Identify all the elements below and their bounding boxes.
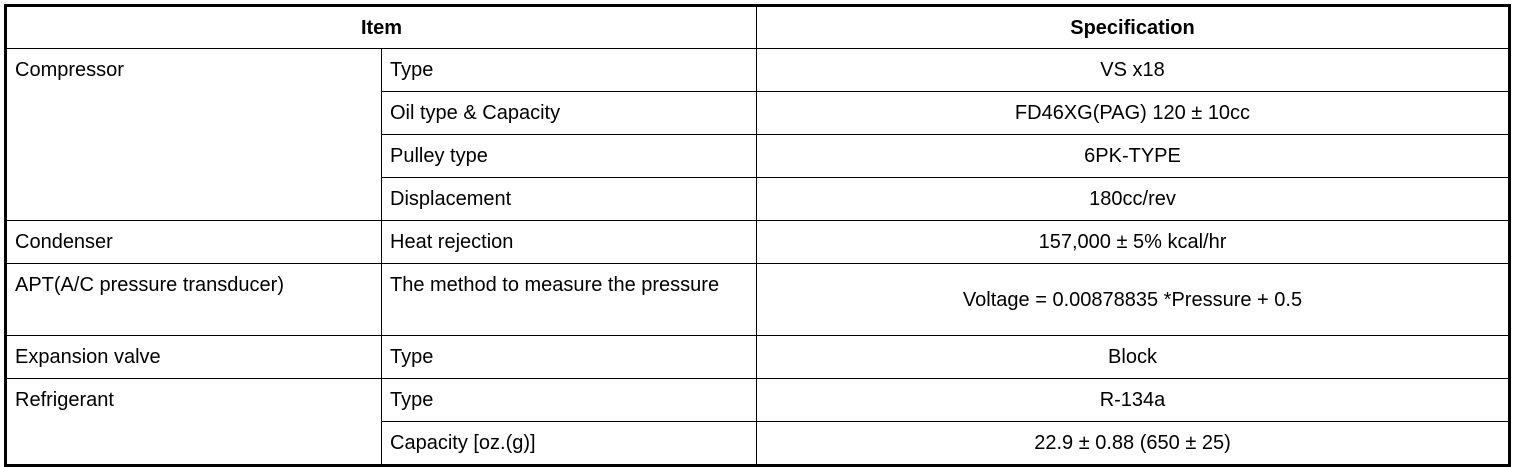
item-cell: Type <box>381 378 757 422</box>
header-row: Item Specification <box>5 5 1510 49</box>
spec-cell: 180cc/rev <box>756 177 1510 221</box>
spec-cell: R-134a <box>756 378 1510 422</box>
spec-cell: FD46XG(PAG) 120 ± 10cc <box>756 91 1510 135</box>
table-row: Compressor Type VS x18 <box>5 48 1510 221</box>
group-apt: APT(A/C pressure transducer) <box>5 263 382 336</box>
group-refrigerant: Refrigerant <box>5 378 382 466</box>
spec-cell: 22.9 ± 0.88 (650 ± 25) <box>756 421 1510 466</box>
spec-cell: VS x18 <box>756 48 1510 92</box>
item-cell: Type <box>381 48 757 92</box>
table-row: Displacement 180cc/rev <box>6 177 1510 221</box>
group-expansion-valve: Expansion valve <box>5 335 382 379</box>
header-item: Item <box>5 5 757 49</box>
item-cell: Capacity [oz.(g)] <box>381 421 757 466</box>
spec-cell: Voltage = 0.00878835 *Pressure + 0.5 <box>756 263 1510 336</box>
spec-cell: Block <box>756 335 1510 379</box>
header-specification: Specification <box>756 5 1510 49</box>
table-row: Pulley type 6PK-TYPE <box>6 134 1510 178</box>
group-condenser: Condenser <box>5 220 382 264</box>
table-row: Condenser Heat rejection 157,000 ± 5% kc… <box>5 220 1510 264</box>
table-row: Oil type & Capacity FD46XG(PAG) 120 ± 10… <box>6 91 1510 135</box>
specification-table: Item Specification Compressor Type VS x1… <box>4 4 1511 467</box>
table-row: Refrigerant Type R-134a <box>5 378 1510 466</box>
item-cell: Pulley type <box>381 134 757 178</box>
spec-cell: 6PK-TYPE <box>756 134 1510 178</box>
table-row: Expansion valve Type Block <box>5 335 1510 379</box>
item-cell: Oil type & Capacity <box>381 91 757 135</box>
group-compressor: Compressor <box>5 48 382 221</box>
spec-cell: 157,000 ± 5% kcal/hr <box>756 220 1510 264</box>
table-row: APT(A/C pressure transducer) The method … <box>5 263 1510 336</box>
item-cell: Type <box>381 335 757 379</box>
item-cell: Heat rejection <box>381 220 757 264</box>
item-cell: Displacement <box>381 177 757 221</box>
item-cell: The method to measure the pressure <box>381 263 757 336</box>
table-row: Capacity [oz.(g)] 22.9 ± 0.88 (650 ± 25) <box>6 421 1510 466</box>
